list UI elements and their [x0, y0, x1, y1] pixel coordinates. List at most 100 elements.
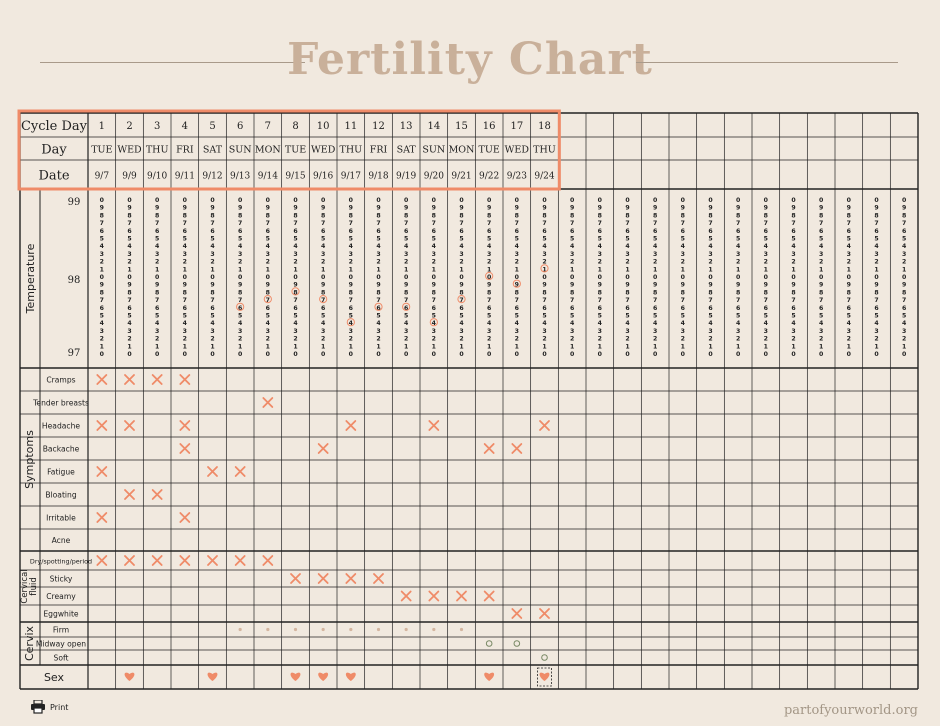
temperature-digit: 7	[764, 220, 768, 227]
temperature-digit: 1	[432, 343, 436, 350]
temperature-digit: 2	[459, 336, 463, 343]
temperature-digit: 0	[459, 197, 464, 204]
date-cell: 9/13	[230, 172, 250, 182]
temperature-digit: 7	[847, 297, 851, 304]
temperature-digit: 0	[210, 274, 215, 281]
symptoms-row-label: Tender breasts	[32, 399, 89, 408]
temperature-digit: 8	[515, 212, 519, 219]
temperature-digit: 5	[210, 236, 214, 243]
temperature-digit: 3	[570, 251, 574, 258]
temperature-digit: 4	[376, 243, 381, 250]
temperature-digit: 5	[183, 236, 187, 243]
temperature-digit: 6	[598, 305, 602, 312]
symptoms-row-label: Fatigue	[47, 468, 75, 477]
temperature-digit: 8	[515, 289, 519, 296]
temperature-digit: 1	[100, 266, 104, 273]
temperature-digit: 2	[155, 259, 159, 266]
temperature-digit: 5	[266, 313, 270, 320]
sex-heart-icon	[539, 672, 550, 681]
temperature-digit: 2	[515, 336, 519, 343]
cycle-day-cell: 1	[99, 121, 105, 132]
temperature-digit: 0	[183, 351, 188, 358]
temperature-digit: 6	[708, 305, 712, 312]
temperature-digit: 9	[321, 205, 325, 212]
temperature-digit: 9	[155, 205, 159, 212]
temperature-digit: 2	[681, 336, 685, 343]
cycle-day-cell: 12	[372, 121, 385, 132]
temperature-digit: 8	[653, 289, 657, 296]
temperature-digit: 0	[874, 351, 879, 358]
temperature-digit: 0	[404, 274, 409, 281]
temperature-digit: 0	[349, 351, 354, 358]
temperature-digit: 6	[570, 228, 574, 235]
temperature-digit: 9	[515, 282, 519, 289]
temperature-digit: 4	[681, 243, 686, 250]
temperature-digit: 1	[653, 266, 657, 273]
cervix-row-label: Soft	[54, 654, 69, 663]
symptoms-row-label: Cramps	[46, 376, 75, 385]
cervix-firm-dot	[459, 627, 464, 632]
chart-title-area: Fertility Chart	[0, 28, 940, 98]
temperature-digit: 5	[570, 313, 574, 320]
temperature-digit: 1	[542, 343, 546, 350]
temperature-digit: 1	[293, 343, 297, 350]
temperature-digit: 0	[653, 274, 658, 281]
temperature-digit: 0	[376, 274, 381, 281]
temperature-digit: 3	[459, 251, 463, 258]
cycle-day-cell: 15	[455, 121, 468, 132]
temperature-digit: 4	[874, 243, 879, 250]
temperature-digit: 8	[100, 289, 104, 296]
temperature-digit: 5	[155, 236, 159, 243]
temperature-digit: 7	[183, 220, 187, 227]
temperature-digit: 8	[570, 289, 574, 296]
temperature-digit: 1	[266, 343, 270, 350]
temperature-digit: 8	[764, 212, 768, 219]
date-cell: 9/20	[424, 172, 444, 182]
temperature-digit: 6	[404, 305, 408, 312]
temperature-digit: 7	[183, 297, 187, 304]
temperature-digit: 0	[266, 351, 271, 358]
temperature-digit: 1	[321, 266, 325, 273]
temperature-digit: 5	[736, 236, 740, 243]
temperature-digit: 4	[210, 243, 215, 250]
temperature-digit: 1	[570, 266, 574, 273]
date-cell: 9/22	[479, 172, 499, 182]
temperature-digit: 4	[155, 243, 160, 250]
temperature-digit: 5	[404, 313, 408, 320]
temperature-digit: 2	[100, 336, 104, 343]
temperature-digit: 5	[459, 313, 463, 320]
brand-link[interactable]: partofyourworld.org	[783, 703, 918, 718]
fluid-mark	[539, 608, 550, 619]
temperature-digit: 3	[293, 328, 297, 335]
temperature-digit: 2	[100, 259, 104, 266]
temperature-digit: 3	[542, 328, 546, 335]
temperature-digit: 5	[874, 313, 878, 320]
temperature-digit: 3	[819, 328, 823, 335]
print-button[interactable]: Print	[30, 700, 68, 714]
selected-cell-outline	[537, 667, 552, 687]
temperature-digit: 7	[155, 220, 159, 227]
fluid-mark	[400, 590, 412, 602]
temperature-digit: 1	[598, 266, 602, 273]
temperature-digit: 5	[902, 313, 906, 320]
temperature-digit: 7	[708, 297, 712, 304]
day-cell: TUE	[285, 145, 306, 156]
temperature-digit: 1	[432, 266, 436, 273]
temperature-digit: 6	[432, 228, 436, 235]
temperature-digit: 4	[155, 320, 160, 327]
temperature-digit: 2	[349, 336, 353, 343]
temperature-digit: 4	[598, 320, 603, 327]
temperature-digit: 4	[570, 243, 575, 250]
temperature-digit: 2	[293, 336, 297, 343]
temperature-digit: 6	[847, 305, 851, 312]
symptoms-mark	[207, 466, 218, 477]
temperature-digit: 9	[625, 282, 629, 289]
temperature-digit: 6	[542, 228, 546, 235]
temperature-digit: 8	[459, 289, 463, 296]
date-cell: 9/14	[258, 172, 278, 182]
temperature-digit: 4	[432, 243, 437, 250]
temperature-digit: 1	[266, 266, 270, 273]
temperature-digit: 3	[238, 251, 242, 258]
temperature-digit: 9	[736, 205, 740, 212]
day-header-label: Day	[41, 143, 67, 158]
